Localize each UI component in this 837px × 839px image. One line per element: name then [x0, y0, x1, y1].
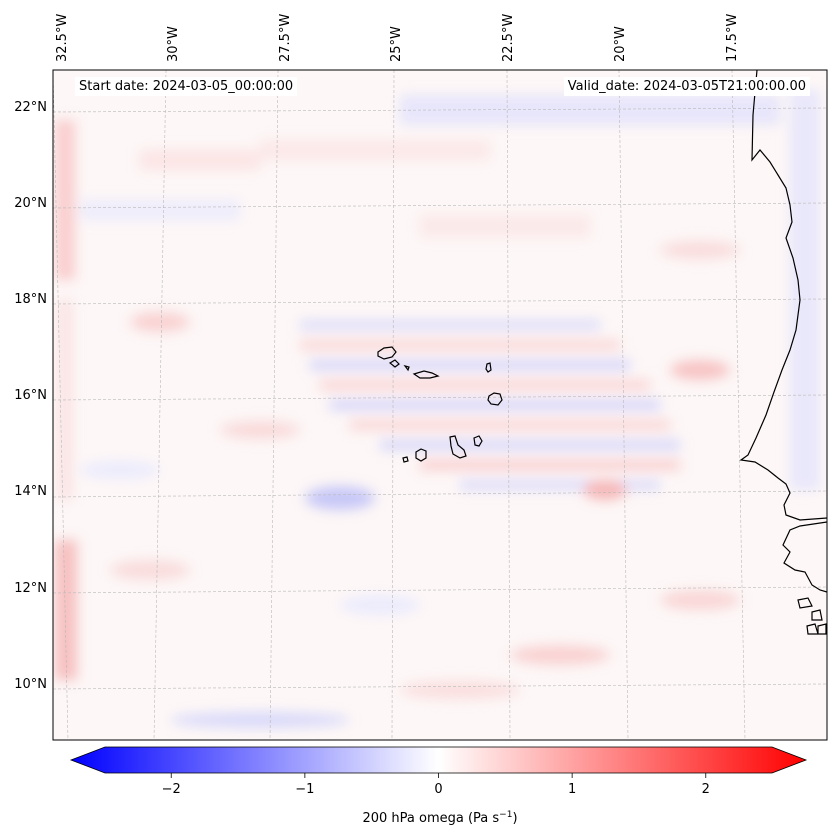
lat-label: 14°N [14, 484, 47, 499]
colorbar-tick-label: 1 [568, 782, 576, 797]
colorbar-tick-label: 2 [702, 782, 710, 797]
bijagos-islands [797, 597, 827, 635]
colorbar-tick-label: −1 [295, 782, 314, 797]
colorbar-bar [69, 746, 808, 774]
colorbar-label: 200 hPa omega (Pa s−1) [362, 810, 517, 826]
lon-label: 25°W [389, 26, 404, 62]
lon-label: 30°W [166, 26, 181, 62]
start-date-label: Start date: 2024-03-05_00:00:00 [75, 77, 298, 96]
island-santa-luzia [403, 365, 410, 372]
colorbar-ticks: −2 −1 0 1 2 [162, 773, 710, 797]
island-fogo [415, 448, 427, 462]
graticule [53, 70, 827, 740]
lat-label: 16°N [14, 388, 47, 403]
latitude-labels: 22°N 20°N 18°N 16°N 14°N 12°N 10°N [14, 100, 47, 692]
island-santiago [449, 435, 467, 459]
island-boa-vista [487, 392, 503, 406]
lat-label: 18°N [14, 292, 47, 307]
lat-label: 10°N [14, 677, 47, 692]
africa-coastline [739, 70, 827, 521]
longitude-labels: 32.5°W 30°W 27.5°W 25°W 22.5°W 20°W 17.5… [55, 14, 740, 62]
island-brava [402, 456, 409, 463]
island-maio [473, 435, 483, 447]
colorbar: −2 −1 0 1 2 200 hPa omega (Pa s−1) [69, 746, 808, 826]
island-sao-nicolau [412, 370, 440, 379]
island-sao-vicente [388, 359, 400, 368]
lon-label: 22.5°W [501, 14, 516, 62]
lon-label: 32.5°W [55, 14, 70, 62]
lat-label: 20°N [14, 196, 47, 211]
colorbar-tick-label: 0 [434, 782, 442, 797]
coastlines [377, 70, 827, 635]
lon-label: 20°W [613, 26, 628, 62]
lat-label: 22°N [14, 100, 47, 115]
africa-coastline-south [782, 521, 827, 593]
lon-label: 27.5°W [278, 14, 293, 62]
valid-date-label: Valid_date: 2024-03-05T21:00:00.00 [563, 77, 810, 96]
colorbar-tick-label: −2 [162, 782, 181, 797]
island-sal [485, 362, 492, 373]
lon-label: 17.5°W [725, 14, 740, 62]
island-santo-antao [377, 346, 397, 360]
lat-label: 12°N [14, 581, 47, 596]
map-frame [52, 69, 828, 741]
omega-field [53, 70, 827, 740]
